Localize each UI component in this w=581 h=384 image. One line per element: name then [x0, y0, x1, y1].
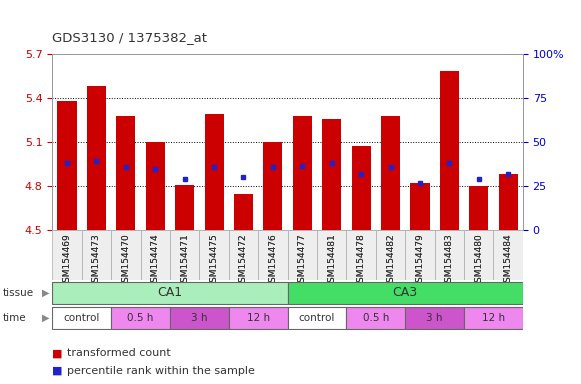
- Text: GSM154484: GSM154484: [504, 233, 512, 288]
- FancyBboxPatch shape: [464, 230, 493, 280]
- FancyBboxPatch shape: [405, 230, 435, 280]
- Text: time: time: [3, 313, 27, 323]
- Text: GSM154474: GSM154474: [150, 233, 160, 288]
- Text: GSM154469: GSM154469: [63, 233, 71, 288]
- FancyBboxPatch shape: [258, 230, 288, 280]
- FancyBboxPatch shape: [346, 230, 376, 280]
- Text: GSM154474: GSM154474: [150, 233, 160, 288]
- FancyBboxPatch shape: [52, 281, 288, 304]
- FancyBboxPatch shape: [111, 306, 170, 329]
- Text: 12 h: 12 h: [246, 313, 270, 323]
- Text: GSM154475: GSM154475: [210, 233, 218, 288]
- FancyBboxPatch shape: [493, 230, 523, 280]
- Text: GSM154473: GSM154473: [92, 233, 101, 288]
- Text: GSM154478: GSM154478: [357, 233, 365, 288]
- FancyBboxPatch shape: [376, 230, 405, 280]
- FancyBboxPatch shape: [464, 306, 523, 329]
- Bar: [469, 186, 489, 230]
- Text: ■: ■: [52, 366, 63, 376]
- Text: GSM154480: GSM154480: [474, 233, 483, 288]
- FancyBboxPatch shape: [229, 306, 288, 329]
- Text: 12 h: 12 h: [482, 313, 505, 323]
- FancyBboxPatch shape: [229, 230, 258, 280]
- Bar: [87, 86, 106, 230]
- Text: GSM154472: GSM154472: [239, 233, 248, 288]
- FancyBboxPatch shape: [82, 230, 111, 280]
- Text: control: control: [299, 313, 335, 323]
- Text: GSM154472: GSM154472: [239, 233, 248, 288]
- Text: GSM154473: GSM154473: [92, 233, 101, 288]
- Text: transformed count: transformed count: [67, 348, 171, 358]
- Text: GSM154477: GSM154477: [298, 233, 307, 288]
- Text: GSM154469: GSM154469: [63, 233, 71, 288]
- Text: tissue: tissue: [3, 288, 34, 298]
- FancyBboxPatch shape: [288, 306, 346, 329]
- Text: control: control: [63, 313, 100, 323]
- Text: GSM154470: GSM154470: [121, 233, 130, 288]
- Text: ▶: ▶: [42, 288, 49, 298]
- Text: 3 h: 3 h: [191, 313, 207, 323]
- FancyBboxPatch shape: [52, 306, 111, 329]
- Text: GSM154476: GSM154476: [268, 233, 277, 288]
- FancyBboxPatch shape: [199, 230, 229, 280]
- Bar: [146, 142, 165, 230]
- FancyBboxPatch shape: [170, 230, 199, 280]
- Bar: [205, 114, 224, 230]
- Text: GSM154471: GSM154471: [180, 233, 189, 288]
- Text: GSM154483: GSM154483: [445, 233, 454, 288]
- Bar: [440, 71, 459, 230]
- FancyBboxPatch shape: [141, 230, 170, 280]
- Bar: [116, 116, 135, 230]
- Bar: [234, 194, 253, 230]
- Text: CA3: CA3: [393, 286, 418, 299]
- Text: 3 h: 3 h: [426, 313, 443, 323]
- Text: GDS3130 / 1375382_at: GDS3130 / 1375382_at: [52, 31, 207, 44]
- FancyBboxPatch shape: [406, 306, 464, 329]
- Bar: [263, 142, 282, 230]
- Text: GSM154478: GSM154478: [357, 233, 365, 288]
- Text: GSM154480: GSM154480: [474, 233, 483, 288]
- Text: GSM154479: GSM154479: [415, 233, 425, 288]
- Bar: [293, 116, 312, 230]
- Text: GSM154484: GSM154484: [504, 233, 512, 288]
- Text: ▶: ▶: [42, 313, 49, 323]
- Text: ■: ■: [52, 348, 63, 358]
- Text: GSM154482: GSM154482: [386, 233, 395, 288]
- Bar: [352, 146, 371, 230]
- Text: GSM154476: GSM154476: [268, 233, 277, 288]
- Bar: [322, 119, 341, 230]
- Text: GSM154479: GSM154479: [415, 233, 425, 288]
- FancyBboxPatch shape: [288, 230, 317, 280]
- FancyBboxPatch shape: [170, 306, 229, 329]
- FancyBboxPatch shape: [435, 230, 464, 280]
- Bar: [175, 185, 194, 230]
- Bar: [410, 183, 429, 230]
- Text: GSM154475: GSM154475: [210, 233, 218, 288]
- FancyBboxPatch shape: [346, 306, 406, 329]
- Text: 0.5 h: 0.5 h: [363, 313, 389, 323]
- Text: GSM154481: GSM154481: [327, 233, 336, 288]
- FancyBboxPatch shape: [317, 230, 346, 280]
- FancyBboxPatch shape: [288, 281, 523, 304]
- Text: GSM154482: GSM154482: [386, 233, 395, 288]
- Bar: [381, 116, 400, 230]
- Bar: [58, 101, 77, 230]
- Text: 0.5 h: 0.5 h: [127, 313, 154, 323]
- Text: GSM154470: GSM154470: [121, 233, 130, 288]
- Text: CA1: CA1: [157, 286, 182, 299]
- Text: percentile rank within the sample: percentile rank within the sample: [67, 366, 254, 376]
- Text: GSM154471: GSM154471: [180, 233, 189, 288]
- FancyBboxPatch shape: [52, 230, 82, 280]
- Text: GSM154481: GSM154481: [327, 233, 336, 288]
- FancyBboxPatch shape: [111, 230, 141, 280]
- Text: GSM154483: GSM154483: [445, 233, 454, 288]
- Text: GSM154477: GSM154477: [298, 233, 307, 288]
- Bar: [498, 174, 518, 230]
